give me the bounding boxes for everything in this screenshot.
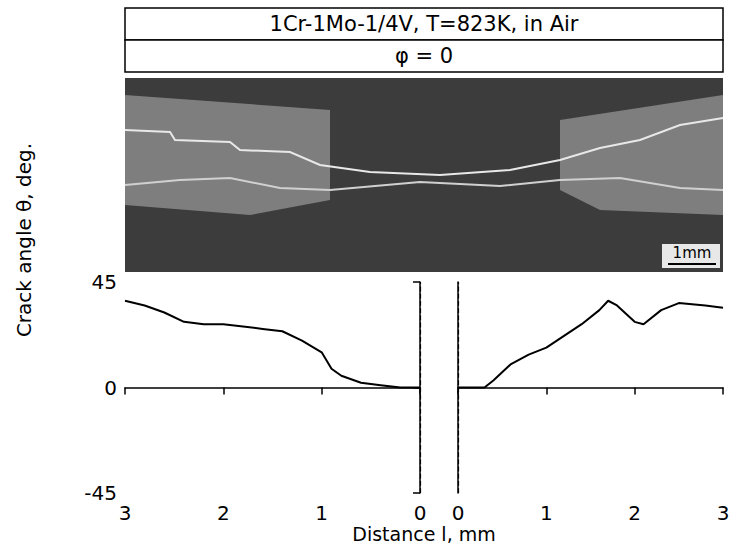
svg-text:45: 45 xyxy=(92,270,117,294)
svg-text:0: 0 xyxy=(104,376,117,400)
svg-text:1mm: 1mm xyxy=(673,244,712,262)
svg-text:3: 3 xyxy=(119,501,132,525)
svg-text:-45: -45 xyxy=(84,481,117,505)
svg-text:Crack angle θ, deg.: Crack angle θ, deg. xyxy=(12,143,36,337)
svg-text:2: 2 xyxy=(628,501,641,525)
svg-text:1Cr-1Mo-1/4V, T=823K, in Air: 1Cr-1Mo-1/4V, T=823K, in Air xyxy=(270,12,579,36)
svg-text:2: 2 xyxy=(217,501,230,525)
svg-text:0: 0 xyxy=(452,501,465,525)
svg-text:3: 3 xyxy=(717,501,730,525)
svg-text:1: 1 xyxy=(315,501,328,525)
svg-text:1: 1 xyxy=(540,501,553,525)
svg-text:φ = 0: φ = 0 xyxy=(395,44,453,68)
svg-text:0: 0 xyxy=(414,501,427,525)
svg-text:Distance l, mm: Distance l, mm xyxy=(352,523,496,545)
